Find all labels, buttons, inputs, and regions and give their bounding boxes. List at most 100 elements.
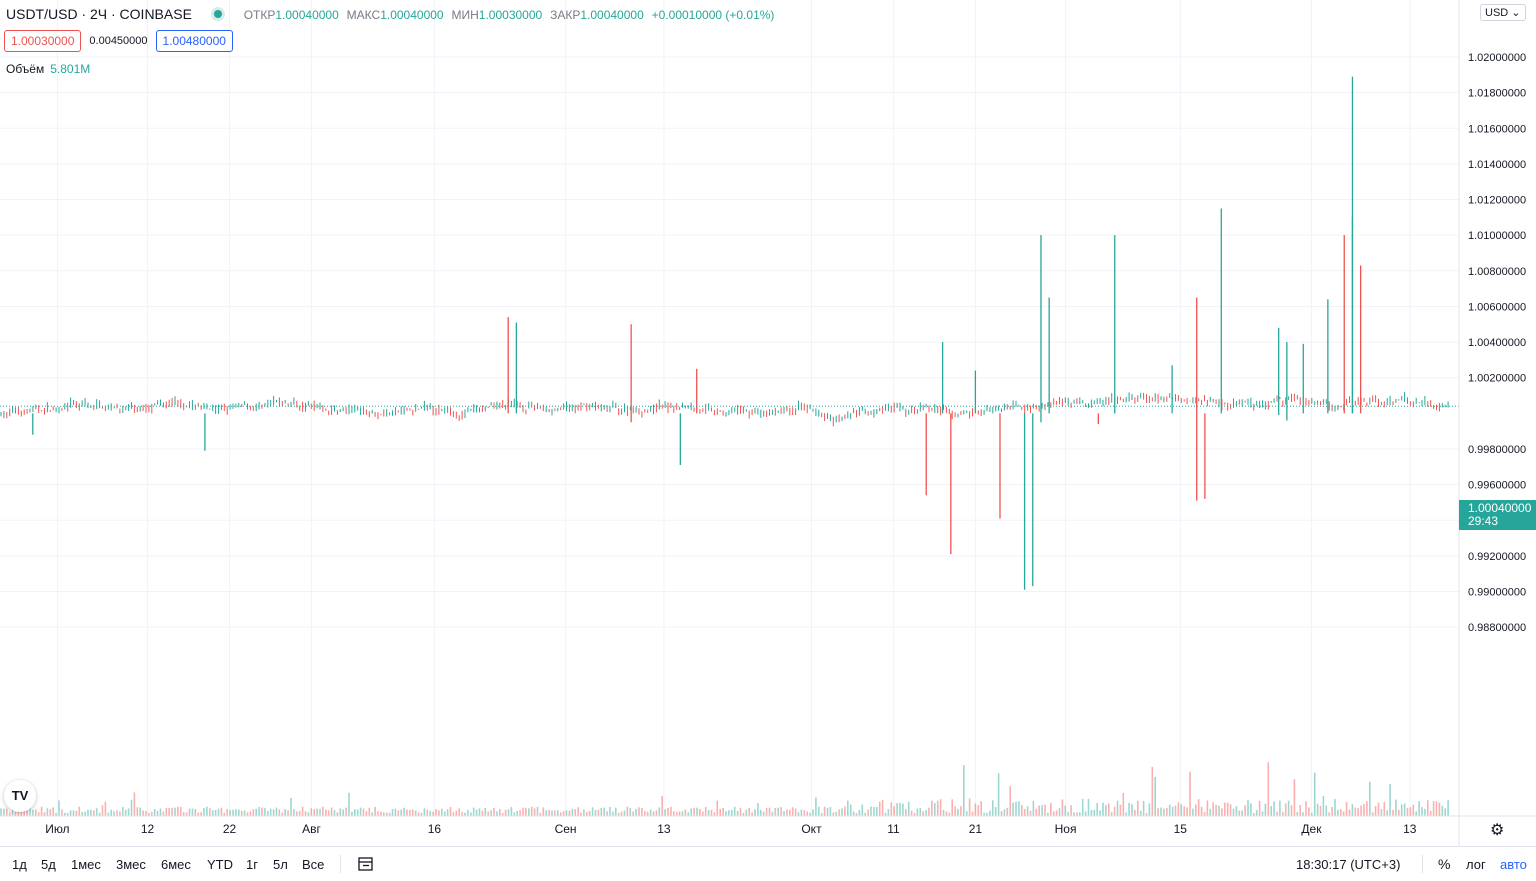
volume-bar <box>931 800 933 816</box>
volume-bar <box>400 809 402 816</box>
volume-bar <box>470 812 472 816</box>
volume-bar <box>1325 805 1328 816</box>
volume-bar <box>383 812 385 816</box>
volume-bar <box>325 809 327 816</box>
range-1m-button[interactable]: 1мес <box>71 857 101 872</box>
volume-bar <box>1180 804 1183 816</box>
volume-bar <box>139 807 141 816</box>
volume-bar <box>1357 808 1359 816</box>
volume-bar <box>1134 809 1136 816</box>
volume-bar <box>177 806 179 816</box>
percent-scale-toggle[interactable]: % <box>1438 856 1451 872</box>
volume-bar <box>902 803 904 816</box>
price-tick-label: 0.99200000 <box>1468 551 1526 563</box>
volume-bar <box>1139 810 1142 816</box>
volume-bar <box>307 812 310 816</box>
time-tick-label: 13 <box>657 822 671 836</box>
volume-bar <box>414 810 417 816</box>
range-5d-button[interactable]: 5д <box>41 857 56 872</box>
volume-bar <box>385 812 388 816</box>
volume-bar <box>539 812 542 816</box>
volume-bar <box>197 812 199 816</box>
price-axis[interactable]: 0.988000000.990000000.992000000.99400000… <box>1468 52 1526 634</box>
volume-bar <box>716 800 719 816</box>
time-axis[interactable]: Июл 12 22 Авг 16 Сен 13 Окт 11 21 Ноя 15 Дек 13 <box>45 822 1417 836</box>
volume-bar <box>23 808 25 816</box>
volume-bar <box>774 808 777 816</box>
volume-bar <box>1253 812 1255 816</box>
volume-bar <box>272 809 275 816</box>
volume-bar <box>809 812 811 816</box>
range-6m-button[interactable]: 6мес <box>161 857 191 872</box>
volume-bar <box>644 811 646 816</box>
volume-bar <box>1041 805 1043 816</box>
auto-scale-toggle[interactable]: авто <box>1500 857 1527 872</box>
range-all-button[interactable]: Все <box>302 857 325 872</box>
volume-bar <box>855 812 858 816</box>
volume-bar <box>345 807 347 816</box>
range-1d-button[interactable]: 1д <box>12 857 27 872</box>
volume-bar <box>951 799 953 816</box>
volume-bar <box>849 804 852 816</box>
volume-bar <box>472 807 475 816</box>
volume-bar <box>267 811 269 816</box>
volume-legend[interactable]: Объём 5.801M <box>6 62 90 76</box>
volume-bar <box>406 809 408 816</box>
volume-bar <box>1406 807 1409 816</box>
volume-bar <box>278 809 281 816</box>
date-range-icon[interactable] <box>357 855 375 873</box>
volume-bar <box>1099 810 1101 816</box>
volume-bar <box>542 807 545 816</box>
volume-bar <box>629 807 632 816</box>
ask-button[interactable]: 1.00480000 <box>155 30 233 52</box>
volume-bar <box>913 812 916 816</box>
tradingview-logo-icon[interactable]: TV <box>4 780 36 812</box>
gear-icon[interactable]: ⚙ <box>1490 822 1505 839</box>
volume-bar <box>1398 809 1400 816</box>
clock-timezone[interactable]: 18:30:17 (UTC+3) <box>1296 857 1401 872</box>
ohlc-high-value: 1.00040000 <box>380 8 444 22</box>
volume-bar <box>919 808 922 816</box>
log-scale-toggle[interactable]: лог <box>1466 857 1486 872</box>
ohlc-high-label: МАКС <box>346 8 381 22</box>
volume-bar <box>354 809 356 816</box>
volume-bar <box>1340 809 1342 816</box>
volume-bar <box>765 807 768 816</box>
volume-bar <box>971 811 974 816</box>
volume-bar <box>223 812 226 816</box>
range-3m-button[interactable]: 3мес <box>116 857 146 872</box>
range-ytd-button[interactable]: YTD <box>207 857 233 872</box>
price-tick-label: 0.99600000 <box>1468 480 1526 492</box>
time-tick-label: 12 <box>141 822 155 836</box>
price-chart[interactable]: 0.988000000.990000000.992000000.99400000… <box>0 0 1536 846</box>
volume-bar <box>745 809 748 816</box>
volume-bar <box>145 810 147 816</box>
volume-bar <box>922 811 924 816</box>
volume-bar <box>243 810 246 816</box>
symbol-title[interactable]: USDT/USD · 2Ч · COINBASE <box>6 6 192 22</box>
volume-bar <box>983 812 985 816</box>
ohlc-low-value: 1.00030000 <box>478 8 543 22</box>
volume-bar <box>1212 802 1214 816</box>
volume-bar <box>739 807 742 816</box>
bid-button[interactable]: 1.00030000 <box>4 30 82 52</box>
range-1y-button[interactable]: 1г <box>246 857 258 872</box>
volume-bar <box>1369 781 1371 816</box>
currency-select[interactable]: USD ⌄ <box>1480 4 1526 21</box>
volume-bar <box>455 810 458 816</box>
volume-bar <box>449 806 452 816</box>
volume-bar <box>1366 801 1368 816</box>
volume-bar <box>594 810 597 816</box>
volume-bar <box>391 809 394 816</box>
volume-bar <box>409 809 411 816</box>
volume-bar <box>1348 809 1351 816</box>
volume-bar <box>481 810 484 816</box>
volume-bar <box>1267 762 1270 816</box>
volume-bar <box>878 801 881 816</box>
range-5y-button[interactable]: 5л <box>273 857 288 872</box>
volume-bar <box>519 810 521 816</box>
volume-bar <box>812 809 814 816</box>
volume-bar <box>690 808 692 816</box>
volume-bar <box>675 811 678 816</box>
volume-bar <box>957 808 959 816</box>
